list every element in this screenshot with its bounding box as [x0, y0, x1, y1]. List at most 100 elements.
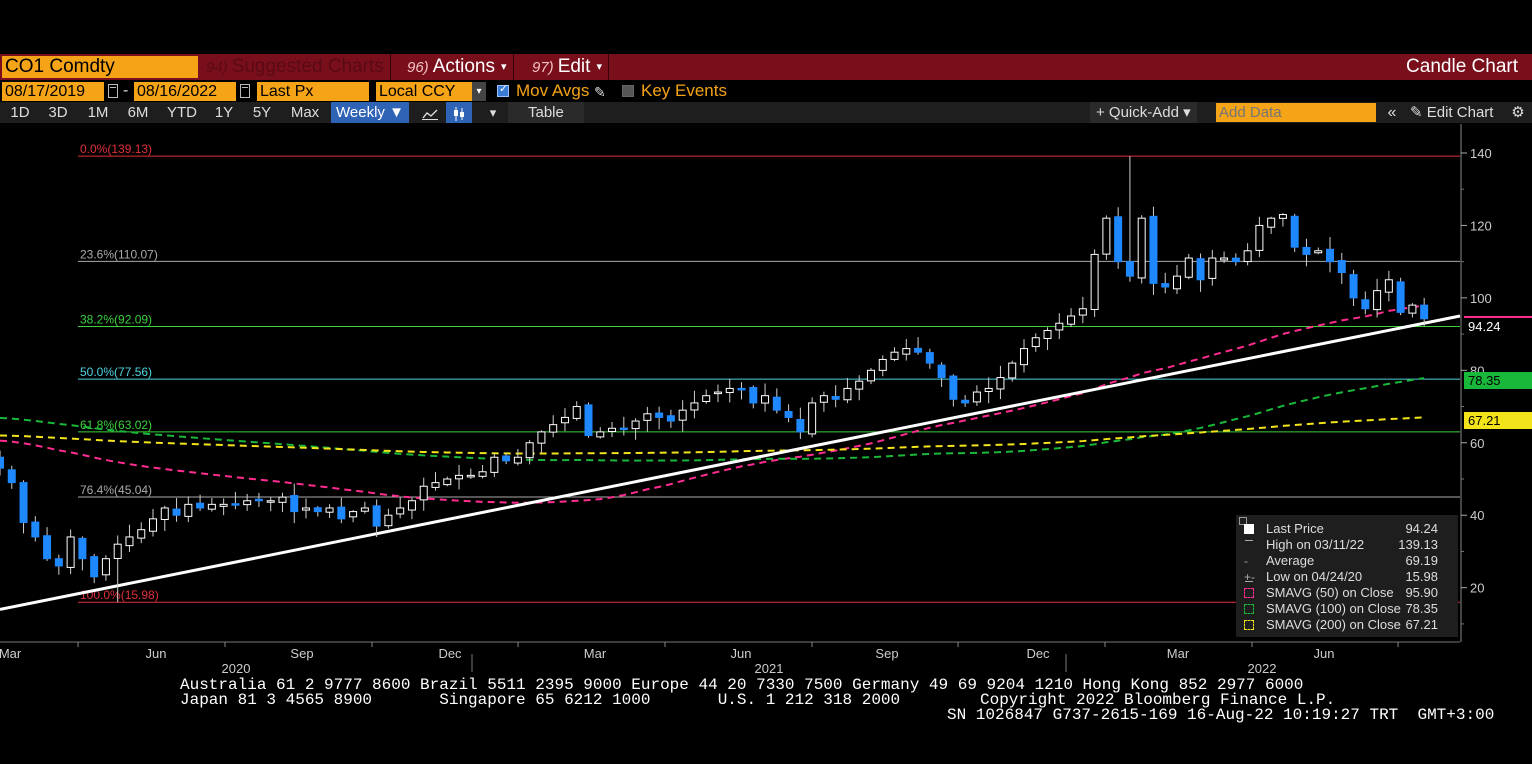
candle	[1137, 215, 1146, 284]
period-1d[interactable]: 1D	[10, 104, 30, 121]
candle-body-down	[1149, 215, 1158, 284]
table-button[interactable]: Table	[508, 102, 584, 123]
candle-chart-icon[interactable]	[446, 102, 472, 123]
candle-body-down	[502, 455, 511, 462]
legend-label: SMAVG (100) on Close	[1266, 601, 1401, 616]
trendline	[0, 314, 1461, 611]
period-ytd[interactable]: YTD	[167, 104, 197, 121]
chevron-down-icon: ▾	[501, 61, 507, 73]
collapse-legend-icon[interactable]	[1239, 517, 1247, 525]
end-date-field[interactable]: 08/16/2022	[134, 82, 236, 101]
period-1y[interactable]: 1Y	[214, 104, 234, 121]
candle-body-up	[325, 507, 334, 513]
candle-body-down	[584, 404, 593, 437]
candle-body-up	[431, 482, 440, 488]
candle-body-up	[1243, 250, 1252, 263]
legend-average: -+- Average 69.19	[1236, 553, 1458, 584]
menu-label: Actions	[432, 56, 495, 78]
actions-menu[interactable]: 96) Actions ▾	[401, 54, 514, 80]
candle-body-down	[254, 498, 263, 502]
candle	[1231, 253, 1240, 266]
ticker-input[interactable]: CO1 Comdty	[2, 56, 198, 78]
legend-high: High on 03/11/22 139.13	[1236, 537, 1458, 553]
candle-chart[interactable]: 0.0%(139.13) 23.6%(110.07) 38.2%(92.09) 50.…	[0, 124, 1532, 676]
candle-body-down	[619, 427, 628, 431]
candle	[1408, 303, 1417, 318]
suggested-charts-menu[interactable]: 94) Suggested Charts	[200, 54, 391, 80]
legend-value: 94.24	[1405, 521, 1438, 536]
candle-body-up	[513, 456, 522, 464]
chevron-down-icon: ▾	[1183, 104, 1191, 121]
candle	[572, 401, 581, 421]
y-tick-label: 120	[1470, 218, 1492, 233]
footer-contacts-line2: Japan 81 3 4565 8900 Singapore 65 6212 1…	[180, 691, 901, 709]
candle	[0, 450, 4, 476]
period-3d[interactable]: 3D	[48, 104, 68, 121]
chevron-down-icon[interactable]: ▾	[489, 105, 497, 120]
mov-avgs-checkbox[interactable]	[497, 82, 509, 97]
start-date-field[interactable]: 08/17/2019	[2, 82, 104, 101]
candle-body-up	[149, 518, 158, 532]
candle	[125, 524, 134, 552]
candle-body-up	[360, 507, 369, 512]
line-chart-icon[interactable]	[416, 102, 444, 123]
quick-add-button[interactable]: + Quick-Add ▾	[1090, 102, 1197, 123]
candle	[843, 377, 852, 404]
fib-label: 23.6%(110.07)	[80, 247, 158, 261]
legend-last-price: Last Price 94.24	[1236, 521, 1458, 537]
candle	[219, 498, 228, 516]
candle-body-up	[855, 380, 864, 390]
candle	[101, 555, 110, 581]
x-month-label: Mar	[584, 646, 607, 661]
edit-chart-button[interactable]: ✎ Edit Chart	[1410, 102, 1493, 123]
candle	[207, 498, 216, 512]
candle-body-down	[1349, 274, 1358, 299]
calendar-icon[interactable]	[240, 84, 250, 98]
period-5y[interactable]: 5Y	[252, 104, 272, 121]
menu-label: Edit	[557, 56, 591, 78]
candle	[1220, 251, 1229, 264]
pencil-icon[interactable]: ✎	[594, 84, 606, 100]
x-month-label: Dec	[1026, 646, 1050, 661]
frequency-select[interactable]: Weekly ▼	[331, 102, 409, 123]
candle-body-up	[878, 358, 887, 371]
candle	[396, 496, 405, 519]
collapse-icon[interactable]: «	[1387, 104, 1397, 121]
add-data-input[interactable]	[1216, 103, 1376, 122]
legend-label: SMAVG (50) on Close	[1266, 585, 1394, 600]
price-field-select[interactable]: Last Px	[257, 82, 369, 101]
candle-body-up	[1019, 348, 1028, 366]
currency-select[interactable]: Local CCY	[376, 82, 472, 101]
sma200-swatch	[1244, 620, 1254, 630]
candle	[1396, 277, 1405, 316]
candle	[360, 501, 369, 514]
candle	[678, 400, 687, 432]
period-max[interactable]: Max	[290, 104, 320, 121]
candle	[1149, 206, 1158, 295]
candle-body-down	[949, 375, 958, 400]
candle	[949, 374, 958, 407]
period-1m[interactable]: 1M	[87, 104, 109, 121]
candle-body-down	[78, 537, 87, 560]
chevron-down-icon[interactable]: ▾	[472, 82, 486, 101]
candle	[713, 384, 722, 403]
candle	[1255, 216, 1264, 258]
quick-add-label: + Quick-Add	[1096, 104, 1179, 121]
candle-body-down	[19, 482, 28, 523]
edit-menu[interactable]: 97) Edit ▾	[526, 54, 609, 80]
calendar-icon[interactable]	[108, 84, 118, 98]
period-6m[interactable]: 6M	[127, 104, 149, 121]
candle	[443, 476, 452, 487]
fib-label: 0.0%(139.13)	[80, 142, 152, 156]
support-trendline	[0, 314, 1461, 611]
candle-body-up	[890, 351, 899, 360]
candle-body-up	[1067, 315, 1076, 325]
x-month-label: Mar	[0, 646, 22, 661]
candle-body-down	[749, 386, 758, 404]
key-events-checkbox[interactable]	[622, 85, 634, 97]
candle	[302, 498, 311, 519]
gear-icon[interactable]: ⚙	[1511, 104, 1525, 121]
candle-body-up	[1208, 257, 1217, 279]
candle	[1043, 327, 1052, 350]
legend-value: 95.90	[1405, 585, 1438, 600]
